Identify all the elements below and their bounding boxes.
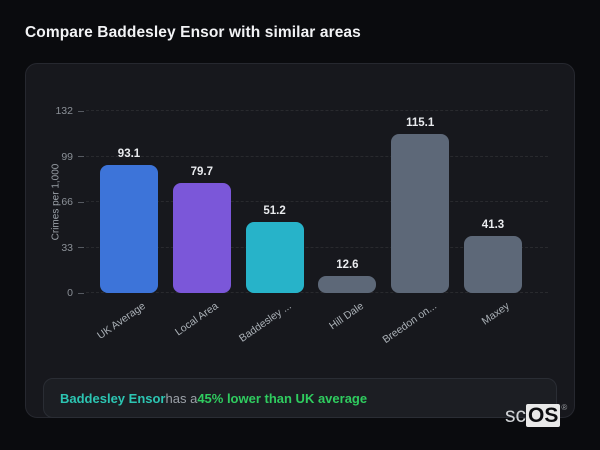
x-tick-label: Maxey <box>479 300 512 328</box>
x-tick-label: Hill Dale <box>327 300 367 333</box>
y-tick-mark <box>78 201 84 203</box>
bar-uk-average[interactable] <box>100 164 158 293</box>
bar-maxey[interactable] <box>464 236 522 293</box>
y-tick: 66 <box>26 195 84 209</box>
bar-baddesley-[interactable] <box>245 222 304 293</box>
y-tick-mark <box>78 156 84 157</box>
y-tick-label: 132 <box>55 105 73 117</box>
comparison-note: Baddesley Ensor has a 45% lower than UK … <box>43 378 557 418</box>
note-connector: has a <box>165 390 198 406</box>
y-axis: 0 33 66 99 132 <box>26 105 84 299</box>
y-tick-mark <box>78 110 84 112</box>
y-tick: 33 <box>26 241 84 255</box>
gridline <box>86 110 548 111</box>
y-tick-mark <box>78 292 84 294</box>
gridline <box>86 292 548 293</box>
y-tick: 132 <box>26 104 84 118</box>
page-title: Compare Baddesley Ensor with similar are… <box>25 24 361 41</box>
bar-breedon-on-[interactable] <box>391 134 450 293</box>
bar-value-label: 93.1 <box>117 147 141 160</box>
registered-mark: ® <box>561 403 568 412</box>
scos-logo: scOS ® <box>505 403 567 428</box>
bar-value-label: 51.2 <box>263 205 286 218</box>
y-tick: 99 <box>26 150 84 164</box>
y-tick-mark <box>78 247 84 248</box>
y-tick: 0 <box>26 286 84 300</box>
x-tick-label: Local Area <box>173 300 221 339</box>
logo-os-badge: OS <box>526 404 561 427</box>
bar-value-label: 79.7 <box>190 166 213 179</box>
y-tick-label: 33 <box>61 241 73 254</box>
y-tick-label: 0 <box>67 287 73 299</box>
gridline <box>86 246 548 248</box>
note-area-name: Baddesley Ensor <box>60 390 166 406</box>
plot-area: 93.1 UK Average 79.7 Local Area 51.2 Baddesle… <box>86 110 548 346</box>
bar-value-label: 12.6 <box>336 258 359 271</box>
bar-value-label: 115.1 <box>406 117 435 130</box>
logo-prefix: sc <box>505 404 526 427</box>
x-tick-label: Breedon on... <box>380 300 440 346</box>
note-highlight: 45% lower than UK average <box>197 390 368 406</box>
bar-local-area[interactable] <box>172 183 231 293</box>
y-tick-label: 66 <box>61 196 73 208</box>
bar-value-label: 41.3 <box>481 219 505 232</box>
x-tick-label: Baddesley ... <box>236 300 294 345</box>
gridline <box>86 155 548 157</box>
gridline <box>86 201 548 202</box>
y-tick-label: 99 <box>61 150 73 163</box>
chart-card: Crimes per 1,000 0 33 66 99 132 93.1 UK Avera… <box>25 63 575 418</box>
bar-hill-dale[interactable] <box>318 275 377 293</box>
x-tick-label: UK Average <box>95 300 148 342</box>
